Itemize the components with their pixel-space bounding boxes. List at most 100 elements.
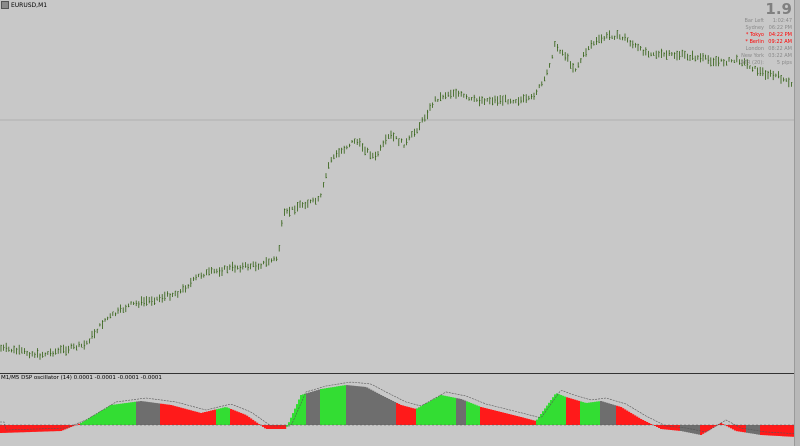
oscillator-bar [642, 420, 645, 425]
oscillator-bar [150, 402, 153, 425]
oscillator-bar [102, 409, 105, 425]
oscillator-bar [310, 392, 313, 425]
oscillator-bar [718, 424, 721, 425]
oscillator-bar [480, 407, 483, 425]
oscillator-bar [510, 414, 513, 425]
oscillator-bar [184, 408, 187, 425]
oscillator-bar [410, 407, 413, 425]
oscillator-bar [14, 425, 17, 433]
oscillator-bar [84, 420, 87, 425]
oscillator-bar [494, 410, 497, 425]
oscillator-bar [374, 391, 377, 425]
oscillator-bar [64, 425, 67, 430]
oscillator-bar [120, 403, 123, 425]
oscillator-bar [404, 406, 407, 425]
oscillator-bar [278, 425, 281, 429]
oscillator-bar [572, 399, 575, 425]
oscillator-bar [360, 386, 363, 425]
oscillator-bar [448, 396, 451, 425]
oscillator-bar [182, 408, 185, 425]
oscillator-bar [780, 425, 783, 437]
oscillator-bar [482, 407, 485, 425]
oscillator-bar [104, 408, 107, 425]
oscillator-bar [362, 386, 365, 425]
oscillator-bar [52, 425, 55, 432]
oscillator-bar [208, 411, 211, 425]
oscillator-bar [640, 419, 643, 425]
price-chart[interactable] [0, 0, 795, 372]
oscillator-bar [472, 403, 475, 425]
info-row: ATR (20): 5 pips [697, 60, 792, 67]
oscillator-bar [696, 425, 699, 435]
oscillator-bar [574, 399, 577, 425]
oscillator-bar [350, 385, 353, 425]
oscillator-bar [414, 408, 417, 425]
oscillator-bar [682, 425, 685, 432]
oscillator-bar [248, 417, 251, 425]
oscillator-histogram [0, 385, 795, 437]
oscillator-bar [776, 425, 779, 436]
oscillator-bar [220, 408, 223, 425]
oscillator-bar [42, 425, 45, 432]
oscillator-bar [770, 425, 773, 436]
oscillator-bar [412, 408, 415, 425]
oscillator-bar [768, 425, 771, 436]
oscillator-bar [516, 416, 519, 425]
oscillator-bar [536, 419, 539, 425]
oscillator-bar [210, 410, 213, 425]
oscillator-bar [30, 425, 33, 432]
oscillator-bar [144, 401, 147, 425]
oscillator-bar [80, 423, 83, 425]
oscillator-bar [68, 425, 71, 428]
oscillator-bar [48, 425, 51, 432]
oscillator-bar [784, 425, 787, 437]
oscillator-bar [698, 425, 701, 435]
oscillator-bar [6, 425, 9, 433]
oscillator-bar [302, 394, 305, 425]
oscillator-bar [112, 404, 115, 425]
oscillator-bar [244, 414, 247, 425]
oscillator-bar [622, 408, 625, 425]
oscillator-bar [322, 388, 325, 425]
oscillator-bar [372, 390, 375, 425]
oscillator-bar [152, 402, 155, 425]
oscillator-bar [662, 425, 665, 430]
oscillator-bar [230, 409, 233, 425]
oscillator-bar [380, 395, 383, 425]
oscillator-bar [728, 425, 731, 428]
info-label: Sydney [745, 25, 764, 31]
chart-icon [1, 1, 9, 9]
oscillator-bar [750, 425, 753, 434]
oscillator-bar [730, 425, 733, 429]
oscillator-bar [348, 385, 351, 425]
oscillator-bar [478, 406, 481, 425]
info-label: * Berlin [745, 39, 764, 45]
oscillator-bar [562, 395, 565, 425]
oscillator-bar [342, 385, 345, 425]
oscillator-bar [636, 416, 639, 425]
oscillator-bar [172, 405, 175, 425]
oscillator-bar [304, 393, 307, 425]
oscillator-bar [584, 402, 587, 425]
oscillator-panel[interactable] [0, 373, 795, 446]
oscillator-bar [300, 395, 303, 425]
oscillator-bar [296, 404, 299, 425]
oscillator-bar [316, 390, 319, 425]
info-value: 09:22 AM [768, 39, 792, 45]
spread-value: 1.9 [765, 0, 792, 18]
oscillator-bar [366, 387, 369, 425]
oscillator-bar [504, 413, 507, 425]
oscillator-bar [692, 425, 695, 434]
oscillator-bar [308, 392, 311, 425]
oscillator-bar [108, 406, 111, 425]
oscillator-bar [328, 387, 331, 425]
oscillator-bar [552, 397, 555, 425]
oscillator-bar [0, 425, 3, 433]
oscillator-bar [474, 404, 477, 425]
oscillator-bar [422, 405, 425, 425]
oscillator-bar [146, 401, 149, 425]
oscillator-bar [564, 396, 567, 425]
info-row: New York 03:22 AM [697, 53, 792, 60]
oscillator-bar [264, 425, 267, 429]
